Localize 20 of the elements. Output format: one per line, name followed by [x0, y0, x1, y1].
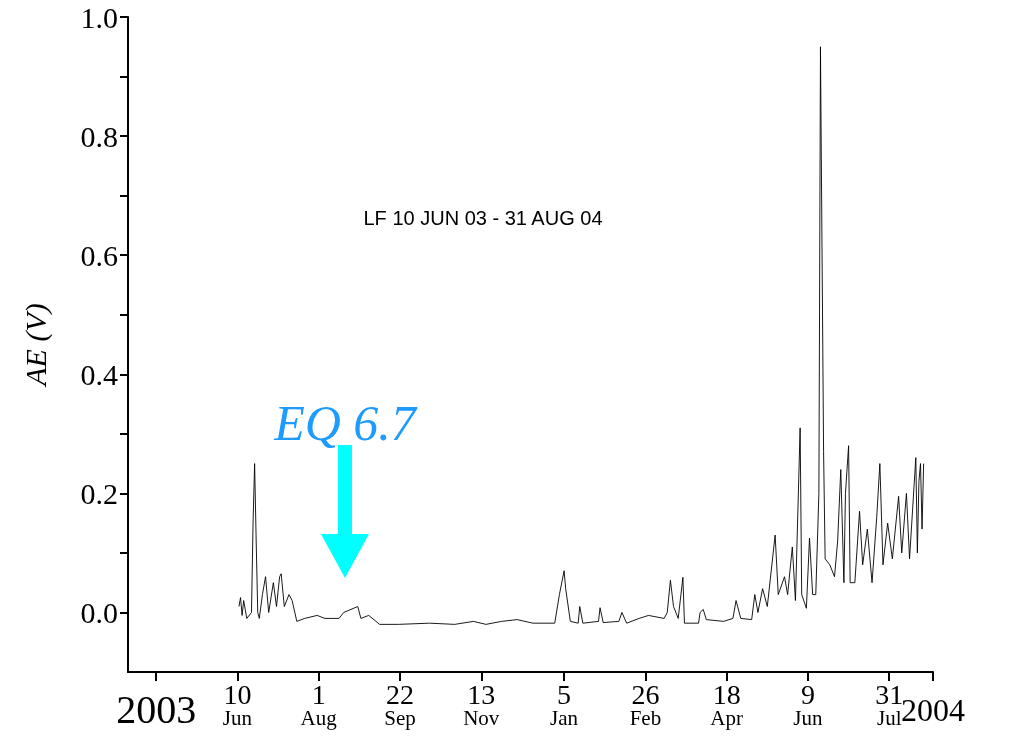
annotation: EQ 6.7 — [273, 395, 418, 451]
x-tick-label: 22 Sep — [384, 678, 416, 730]
y-tick-label: 0.6 — [80, 238, 118, 272]
x-tick-label: 9 Jun — [793, 678, 824, 730]
y-tick-label: 0.0 — [80, 595, 118, 629]
y-tick-label: 0.4 — [80, 357, 118, 391]
x-tick-label: 1 Aug — [300, 678, 338, 730]
y-tick-label: 0.8 — [80, 119, 118, 153]
x-tick-label: 26 Feb — [629, 678, 662, 730]
x-tick-label: 13 Nov — [463, 678, 500, 730]
x-tick-label: 5 Jan — [550, 678, 579, 730]
x-tick-label: 18 Apr — [710, 678, 744, 730]
x-tick-label: 2004 — [901, 692, 965, 728]
y-axis-title: AE (V) — [18, 303, 53, 388]
x-tick-label: 10 Jun — [222, 678, 253, 730]
y-tick-label: 1.0 — [80, 0, 118, 34]
x-tick-label: 2003 — [116, 686, 197, 732]
y-tick-label: 0.2 — [80, 476, 118, 510]
text: LF 10 JUN 03 - 31 AUG 04 — [363, 207, 603, 229]
line-series — [238, 46, 925, 625]
